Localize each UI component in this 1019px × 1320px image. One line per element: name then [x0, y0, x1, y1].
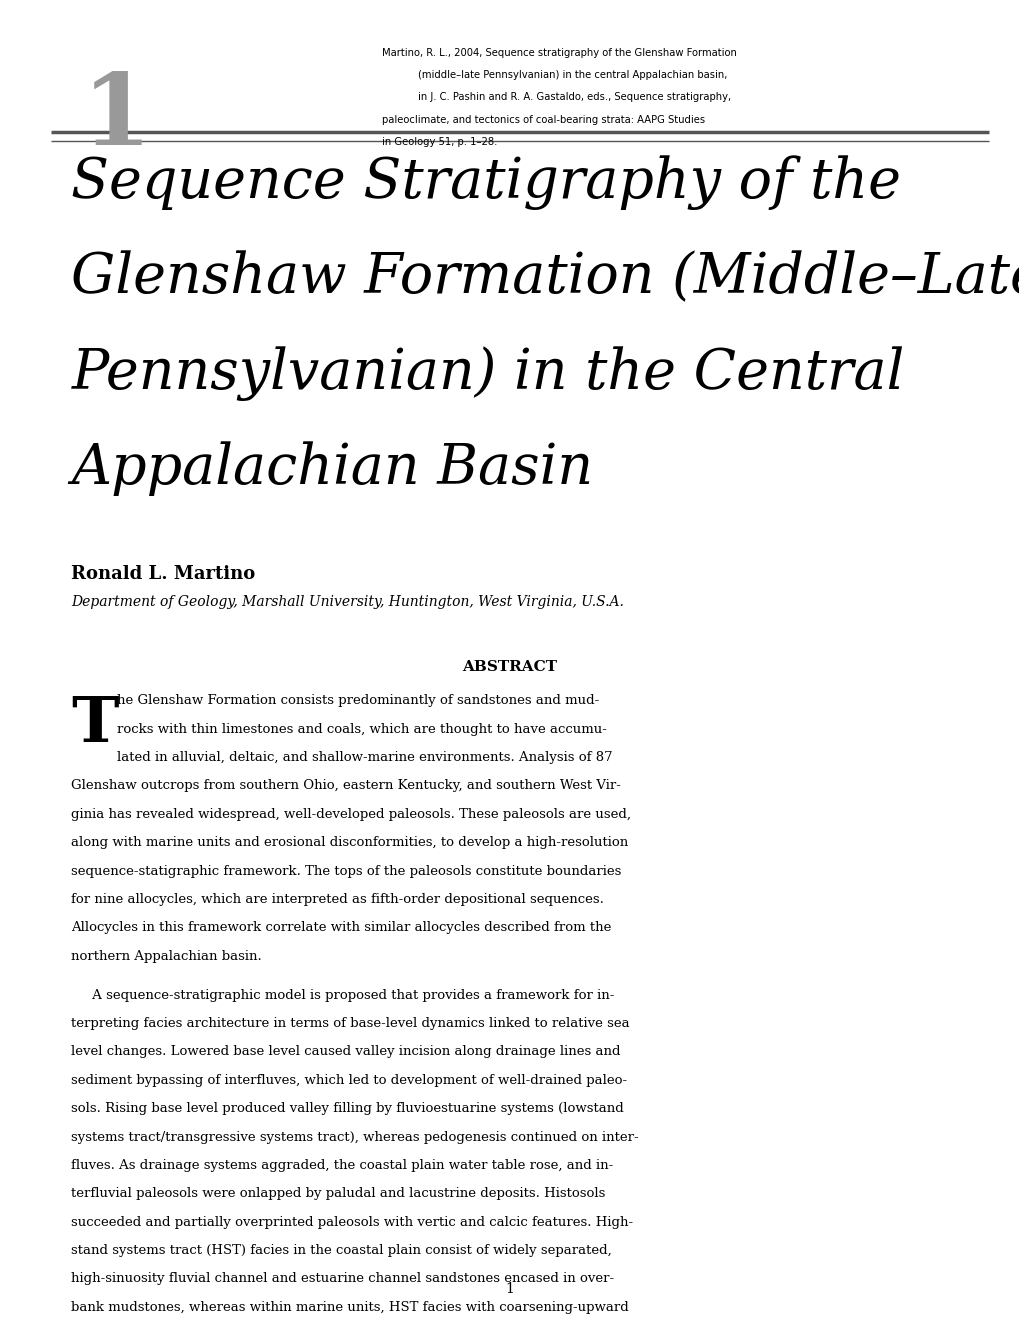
Text: Appalachian Basin: Appalachian Basin: [71, 441, 593, 495]
Text: fluves. As drainage systems aggraded, the coastal plain water table rose, and in: fluves. As drainage systems aggraded, th…: [71, 1159, 613, 1172]
Text: Ronald L. Martino: Ronald L. Martino: [71, 565, 256, 583]
Text: stand systems tract (HST) facies in the coastal plain consist of widely separate: stand systems tract (HST) facies in the …: [71, 1243, 611, 1257]
Text: (middle–late Pennsylvanian) in the central Appalachian basin,: (middle–late Pennsylvanian) in the centr…: [418, 70, 727, 81]
Text: A sequence-stratigraphic model is proposed that provides a framework for in-: A sequence-stratigraphic model is propos…: [71, 989, 614, 1002]
Text: level changes. Lowered base level caused valley incision along drainage lines an: level changes. Lowered base level caused…: [71, 1045, 621, 1059]
Text: along with marine units and erosional disconformities, to develop a high-resolut: along with marine units and erosional di…: [71, 837, 628, 849]
Text: in Geology 51, p. 1–28.: in Geology 51, p. 1–28.: [382, 137, 497, 148]
Text: Glenshaw Formation (Middle–Late: Glenshaw Formation (Middle–Late: [71, 251, 1019, 305]
Text: in J. C. Pashin and R. A. Gastaldo, eds., Sequence stratigraphy,: in J. C. Pashin and R. A. Gastaldo, eds.…: [418, 92, 731, 103]
Text: he Glenshaw Formation consists predominantly of sandstones and mud-: he Glenshaw Formation consists predomina…: [117, 694, 599, 708]
Text: Department of Geology, Marshall University, Huntington, West Virginia, U.S.A.: Department of Geology, Marshall Universi…: [71, 595, 624, 610]
Text: T: T: [71, 694, 119, 755]
Text: sequence-statigraphic framework. The tops of the paleosols constitute boundaries: sequence-statigraphic framework. The top…: [71, 865, 622, 878]
Text: 1: 1: [82, 69, 151, 165]
Text: lated in alluvial, deltaic, and shallow-marine environments. Analysis of 87: lated in alluvial, deltaic, and shallow-…: [117, 751, 612, 764]
Text: Pennsylvanian) in the Central: Pennsylvanian) in the Central: [71, 346, 904, 400]
Text: paleoclimate, and tectonics of coal-bearing strata: AAPG Studies: paleoclimate, and tectonics of coal-bear…: [382, 115, 705, 125]
Text: systems tract/transgressive systems tract), whereas pedogenesis continued on int: systems tract/transgressive systems trac…: [71, 1130, 638, 1143]
Text: Allocycles in this framework correlate with similar allocycles described from th: Allocycles in this framework correlate w…: [71, 921, 611, 935]
Text: high-sinuosity fluvial channel and estuarine channel sandstones encased in over-: high-sinuosity fluvial channel and estua…: [71, 1272, 613, 1286]
Text: for nine allocycles, which are interpreted as fifth-order depositional sequences: for nine allocycles, which are interpret…: [71, 892, 603, 906]
Text: rocks with thin limestones and coals, which are thought to have accumu-: rocks with thin limestones and coals, wh…: [117, 723, 606, 735]
Text: 1: 1: [505, 1282, 514, 1296]
Text: ginia has revealed widespread, well-developed paleosols. These paleosols are use: ginia has revealed widespread, well-deve…: [71, 808, 631, 821]
Text: northern Appalachian basin.: northern Appalachian basin.: [71, 950, 262, 962]
Text: Glenshaw outcrops from southern Ohio, eastern Kentucky, and southern West Vir-: Glenshaw outcrops from southern Ohio, ea…: [71, 779, 621, 792]
Text: ABSTRACT: ABSTRACT: [462, 660, 557, 675]
Text: sols. Rising base level produced valley filling by fluvioestuarine systems (lows: sols. Rising base level produced valley …: [71, 1102, 624, 1115]
Text: Martino, R. L., 2004, Sequence stratigraphy of the Glenshaw Formation: Martino, R. L., 2004, Sequence stratigra…: [382, 48, 737, 58]
Text: terfluvial paleosols were onlapped by paludal and lacustrine deposits. Histosols: terfluvial paleosols were onlapped by pa…: [71, 1188, 605, 1200]
Text: Sequence Stratigraphy of the: Sequence Stratigraphy of the: [71, 156, 901, 210]
Text: succeeded and partially overprinted paleosols with vertic and calcic features. H: succeeded and partially overprinted pale…: [71, 1216, 633, 1229]
Text: bank mudstones, whereas within marine units, HST facies with coarsening-upward: bank mudstones, whereas within marine un…: [71, 1300, 629, 1313]
Text: terpreting facies architecture in terms of base-level dynamics linked to relativ: terpreting facies architecture in terms …: [71, 1016, 630, 1030]
Text: sediment bypassing of interfluves, which led to development of well-drained pale: sediment bypassing of interfluves, which…: [71, 1074, 627, 1086]
